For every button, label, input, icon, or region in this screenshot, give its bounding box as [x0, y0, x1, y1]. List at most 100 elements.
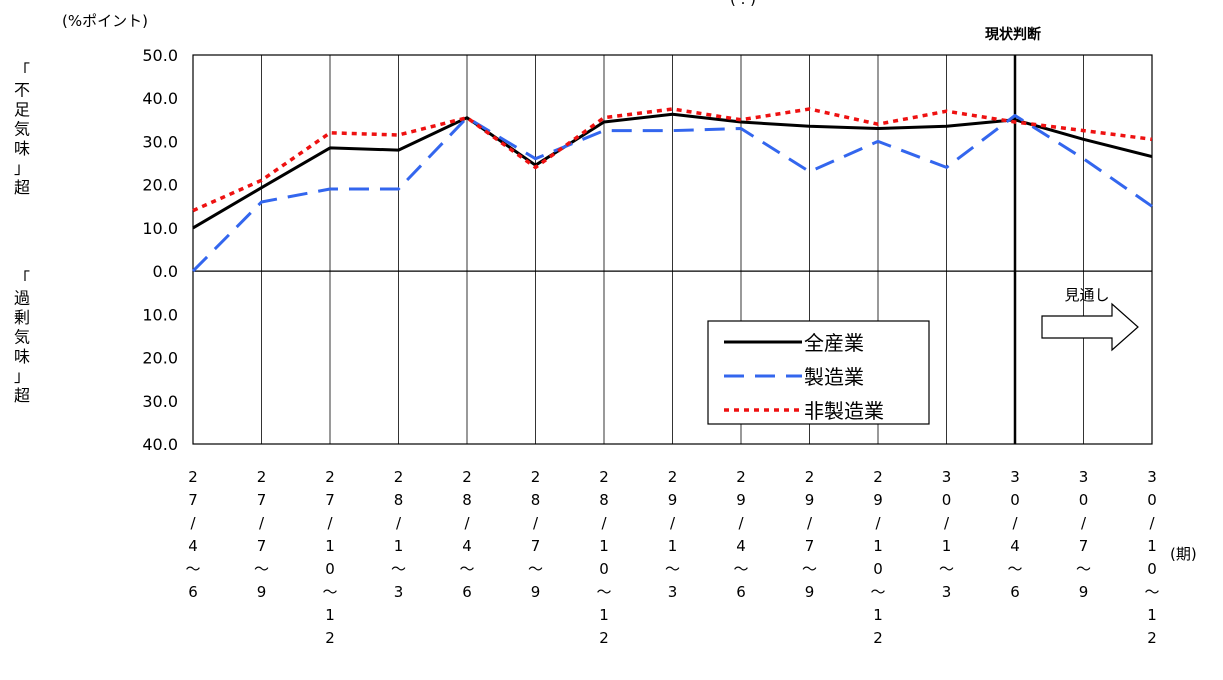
x-tick-char: 7 — [257, 537, 267, 555]
x-tick-char: 0 — [1079, 491, 1089, 509]
x-tick-char: 2 — [188, 468, 198, 486]
x-tick-label: 2 7 / 4 〜 6 — [185, 468, 200, 601]
x-tick-char: / — [327, 514, 333, 532]
x-tick-char: 〜 — [665, 560, 680, 578]
x-tick-char: 1 — [942, 537, 952, 555]
x-tick-char: 8 — [599, 491, 609, 509]
x-tick-char: 4 — [462, 537, 472, 555]
x-tick-char: 2 — [325, 629, 335, 647]
x-tick-char: 0 — [1147, 560, 1157, 578]
x-tick-char: / — [533, 514, 539, 532]
x-tick-char: 2 — [394, 468, 404, 486]
y-tick-label: 30.0 — [142, 392, 178, 411]
x-tick-char: 〜 — [1076, 560, 1091, 578]
y-axis-label-upper-char: 味 — [14, 139, 30, 158]
y-axis-label-upper-char: 超 — [14, 178, 30, 197]
x-tick-char: 1 — [325, 606, 335, 624]
x-tick-char: 1 — [1147, 606, 1157, 624]
x-tick-label: 2 9 / 4 〜 6 — [733, 468, 748, 601]
x-tick-char: 8 — [394, 491, 404, 509]
x-tick-char: 〜 — [870, 583, 885, 601]
y-tick-label: 30.0 — [142, 132, 178, 151]
x-tick-char: 1 — [873, 606, 883, 624]
x-tick-char: 3 — [394, 583, 404, 601]
x-tick-char: 7 — [257, 491, 267, 509]
x-tick-char: 1 — [668, 537, 678, 555]
x-axis-label: (期) — [1170, 545, 1197, 563]
y-tick-label: 10.0 — [142, 305, 178, 324]
x-tick-char: 〜 — [459, 560, 474, 578]
x-tick-char: 9 — [257, 583, 267, 601]
x-tick-label: 2 9 / 7 〜 9 — [802, 468, 817, 601]
y-axis-label-upper-char: 足 — [14, 100, 30, 119]
x-tick-char: 6 — [462, 583, 472, 601]
x-tick-char: 7 — [325, 491, 335, 509]
y-tick-label: 10.0 — [142, 219, 178, 238]
legend-label-all-industries: 全産業 — [804, 331, 864, 355]
x-tick-char: 0 — [325, 560, 335, 578]
x-tick-label: 3 0 / 4 〜 6 — [1007, 468, 1022, 601]
x-tick-char: 2 — [873, 629, 883, 647]
y-axis-label-lower-char: 「 — [14, 269, 30, 288]
x-tick-char: / — [464, 514, 470, 532]
x-tick-char: 7 — [188, 491, 198, 509]
series-line-0 — [192, 112, 1153, 230]
x-tick-char: 〜 — [802, 560, 817, 578]
x-tick-char: 〜 — [322, 583, 337, 601]
y-axis-label-upper-char: 「 — [14, 61, 30, 80]
x-tick-char: 〜 — [939, 560, 954, 578]
x-tick-char: / — [1081, 514, 1087, 532]
x-tick-char: 0 — [1010, 491, 1020, 509]
x-tick-label: 2 9 / 1 〜 3 — [665, 468, 680, 601]
x-tick-label: 2 7 / 1 0 〜 1 2 — [322, 468, 337, 647]
x-tick-char: 3 — [1079, 468, 1089, 486]
x-tick-char: 〜 — [1144, 583, 1159, 601]
x-tick-label: 2 8 / 7 〜 9 — [528, 468, 543, 601]
top-annotation: ( . ) — [730, 0, 756, 8]
x-tick-char: 9 — [1079, 583, 1089, 601]
x-tick-char: 3 — [1147, 468, 1157, 486]
plot-frame — [192, 54, 1153, 445]
x-tick-char: 1 — [873, 537, 883, 555]
x-tick-label: 2 8 / 4 〜 6 — [459, 468, 474, 601]
x-tick-char: 2 — [736, 468, 746, 486]
x-tick-label: 3 0 / 1 〜 3 — [939, 468, 954, 601]
x-tick-char: 0 — [873, 560, 883, 578]
x-tick-label: 2 9 / 1 0 〜 1 2 — [870, 468, 885, 647]
x-tick-char: 7 — [805, 537, 815, 555]
x-tick-char: 1 — [599, 537, 609, 555]
y-axis-label-upper-char: 気 — [14, 120, 30, 139]
x-tick-char: 2 — [668, 468, 678, 486]
x-tick-char: 3 — [942, 583, 952, 601]
x-tick-char: / — [1012, 514, 1018, 532]
x-tick-char: 6 — [736, 583, 746, 601]
x-tick-char: 7 — [531, 537, 541, 555]
x-tick-char: 3 — [942, 468, 952, 486]
x-tick-char: / — [738, 514, 744, 532]
x-tick-char: 〜 — [596, 583, 611, 601]
outlook-arrow-icon — [1041, 302, 1139, 352]
series-line-2 — [192, 107, 1153, 213]
x-tick-char: 9 — [668, 491, 678, 509]
x-tick-char: / — [396, 514, 402, 532]
x-tick-char: 0 — [599, 560, 609, 578]
x-tick-char: 2 — [599, 629, 609, 647]
x-tick-char: 2 — [805, 468, 815, 486]
x-tick-char: 0 — [1147, 491, 1157, 509]
x-tick-char: 4 — [188, 537, 198, 555]
legend: 全産業 製造業 非製造業 — [707, 320, 930, 425]
x-tick-char: 1 — [394, 537, 404, 555]
x-tick-char: 2 — [325, 468, 335, 486]
x-tick-char: 2 — [599, 468, 609, 486]
x-tick-char: 1 — [599, 606, 609, 624]
x-tick-char: 〜 — [185, 560, 200, 578]
y-axis-label-upper-char: 」 — [14, 159, 30, 178]
unit-label: (%ポイント) — [62, 12, 148, 30]
x-tick-labels: 2 7 / 4 〜 6 2 7 / 7 〜 9 2 7 / 1 0 〜 1 2 2 8 / 1 〜 3 2 8 / 4 〜 6 2 8 / 7 〜 9 2 8… — [185, 468, 1159, 647]
x-tick-char: / — [944, 514, 950, 532]
x-tick-char: 1 — [1147, 537, 1157, 555]
x-tick-char: 〜 — [528, 560, 543, 578]
